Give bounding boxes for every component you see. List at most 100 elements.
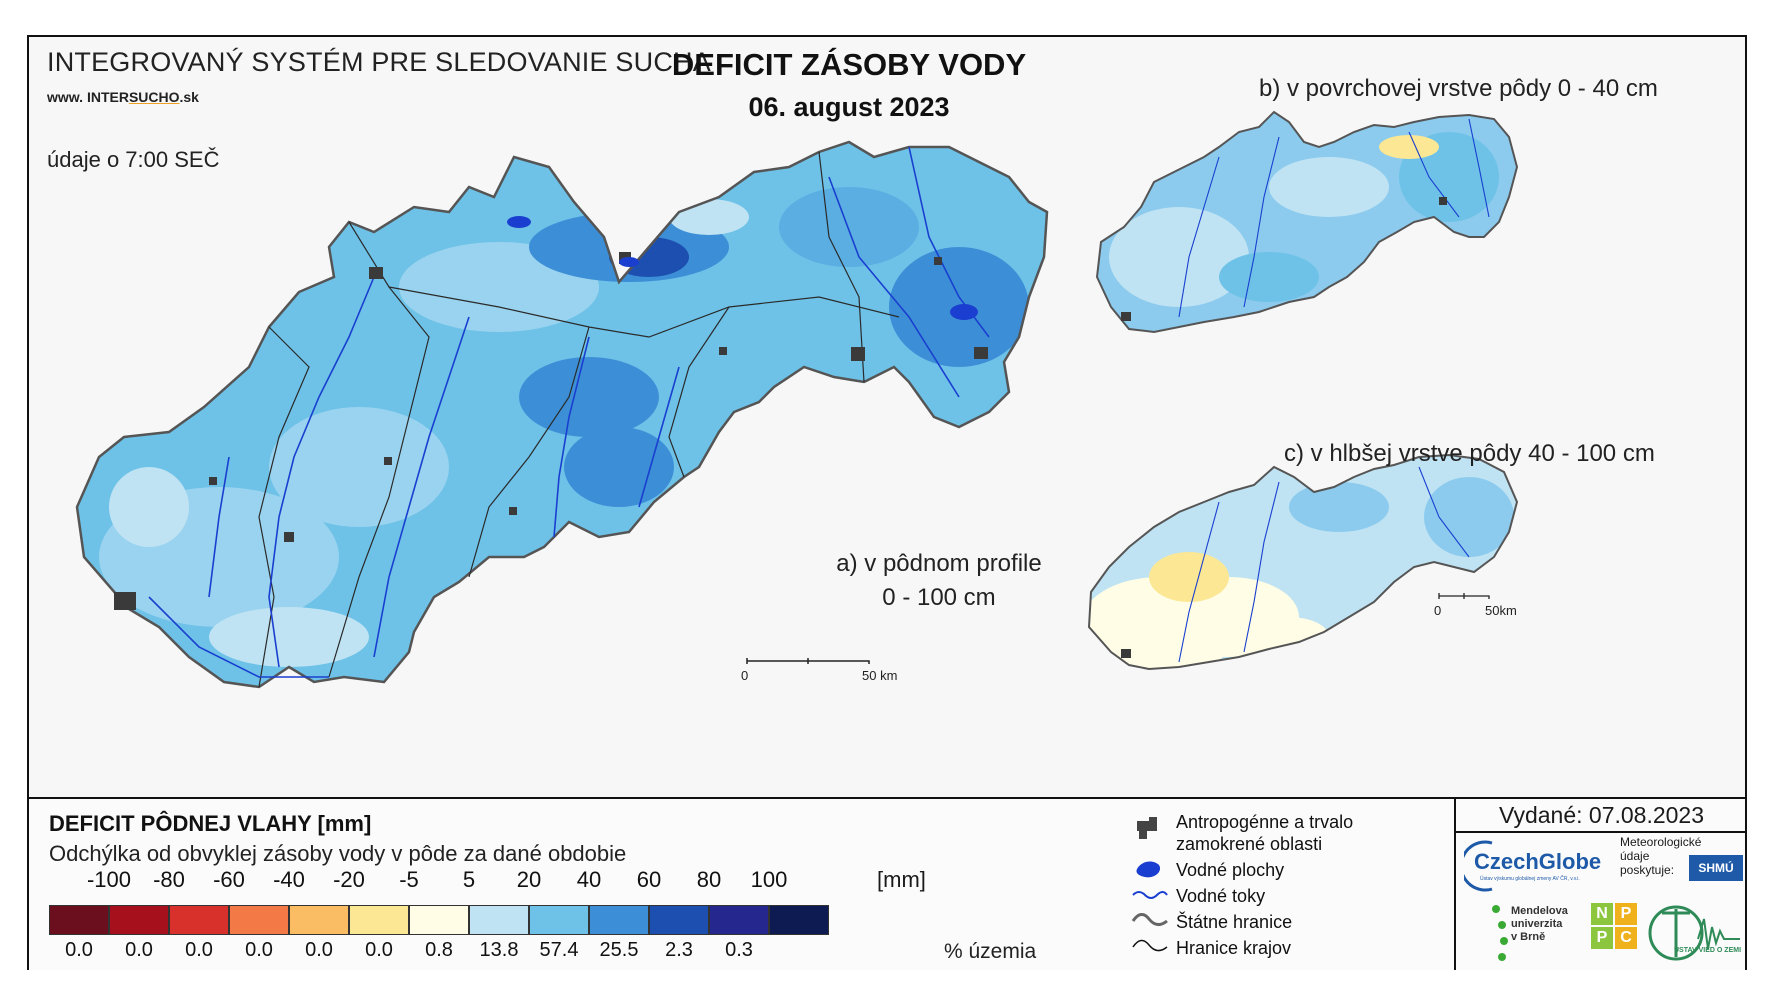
legend-region-border-label: Hranice krajov bbox=[1176, 938, 1292, 958]
czechglobe-name: CzechGlobe bbox=[1474, 849, 1602, 874]
map-a-label: a) v pôdnom profile 0 - 100 cm bbox=[789, 547, 1089, 615]
legend-percent-value: 0.0 bbox=[305, 939, 333, 961]
legend-swatch bbox=[109, 905, 169, 935]
legend-swatch bbox=[709, 905, 769, 935]
legend-subtitle: Odchýlka od obvyklej zásoby vody v pôde … bbox=[49, 841, 627, 866]
state-border-icon bbox=[1131, 913, 1168, 926]
mendel-logo: Mendelova univerzita v Brně bbox=[1511, 905, 1568, 944]
legend-percent-unit: % územia bbox=[944, 940, 1037, 963]
legend-percent-value: 0.0 bbox=[245, 939, 273, 961]
legend-tick: 5 bbox=[462, 867, 476, 892]
legend-tick: -5 bbox=[399, 867, 419, 892]
legend-tick: -100 bbox=[86, 867, 132, 892]
nppc-p1: P bbox=[1615, 903, 1637, 925]
region-borders-a bbox=[258, 151, 900, 688]
legend-tick: 100 bbox=[750, 867, 788, 892]
legend-percent-value: 2.3 bbox=[665, 939, 693, 961]
legend-state-border-label: Štátne hranice bbox=[1176, 912, 1293, 932]
mendel-line2: univerzita bbox=[1511, 918, 1563, 930]
legend-percent-value: 13.8 bbox=[479, 939, 519, 961]
scale-main-end: 50 km bbox=[862, 668, 898, 683]
observation-time: údaje o 7:00 SEČ bbox=[47, 147, 220, 172]
website-brand: SUCHO bbox=[128, 89, 180, 105]
legend-water-label: Vodné plochy bbox=[1176, 860, 1285, 880]
scale-small-zero: 0 bbox=[1434, 603, 1442, 618]
website-mid: INTER bbox=[86, 89, 129, 105]
legend-swatch bbox=[469, 905, 529, 935]
legend-title: DEFICIT PÔDNEJ VLAHY [mm] bbox=[49, 811, 372, 836]
map-date: 06. august 2023 bbox=[748, 92, 950, 122]
legend-tick: -20 bbox=[333, 867, 365, 892]
legend-tick: 40 bbox=[576, 867, 602, 892]
water-body-icon bbox=[1136, 861, 1161, 878]
czechglobe-sub: Ústav výskumu globálnej zmeny AV ČR, v.v… bbox=[1480, 876, 1580, 882]
czechglobe-logo bbox=[1464, 840, 1493, 892]
legend-tick: 60 bbox=[636, 867, 662, 892]
mendel-dots-icon bbox=[1492, 905, 1508, 961]
legend-percent-value: 0.0 bbox=[125, 939, 153, 961]
legend-tick: -40 bbox=[273, 867, 305, 892]
main-map-svg bbox=[75, 110, 1519, 689]
mendel-line3: v Brně bbox=[1511, 931, 1546, 943]
scale-small-end: 50km bbox=[1485, 603, 1517, 618]
map-b-label: b) v povrchovej vrstve pôdy 0 - 40 cm bbox=[1259, 75, 1658, 102]
nppc-p2: P bbox=[1591, 927, 1613, 949]
legend-swatch bbox=[289, 905, 349, 935]
uvz-logo-icon bbox=[1648, 905, 1740, 961]
legend-percent-value: 57.4 bbox=[539, 939, 579, 961]
system-title: INTEGROVANÝ SYSTÉM PRE SLEDOVANIE SUCHA bbox=[47, 47, 711, 77]
urban-areas-c bbox=[1121, 649, 1131, 658]
legend-tick: 20 bbox=[516, 867, 542, 892]
logos-panel: CzechGlobe Ústav výskumu globálnej zmeny… bbox=[1454, 831, 1747, 970]
scale-bar-main bbox=[746, 658, 870, 664]
legend-swatch bbox=[649, 905, 709, 935]
state-border-a bbox=[75, 140, 1049, 689]
state-border-c bbox=[1087, 453, 1519, 671]
legend-percent-value: 0.3 bbox=[725, 939, 753, 961]
legend-unit: [mm] bbox=[877, 867, 926, 892]
legend-percent-value: 0.0 bbox=[185, 939, 213, 961]
legend-panel: DEFICIT PÔDNEJ VLAHY [mm] Odchýlka od ob… bbox=[29, 797, 1747, 970]
shmu-logo: SHMÚ bbox=[1689, 855, 1743, 881]
map-area: INTEGROVANÝ SYSTÉM PRE SLEDOVANIE SUCHA … bbox=[29, 37, 1745, 797]
rivers-b bbox=[1178, 118, 1490, 318]
map-a-label-line1: a) v pôdnom profile bbox=[836, 550, 1042, 577]
map-a bbox=[77, 142, 1047, 687]
legend-swatch bbox=[409, 905, 469, 935]
website-suffix: .sk bbox=[179, 89, 199, 105]
scale-bar-small bbox=[1438, 593, 1490, 599]
nppc-logo: N P P C bbox=[1591, 903, 1637, 949]
rivers-a bbox=[148, 146, 990, 678]
issued-date: Vydané: 07.08.2023 bbox=[1454, 799, 1747, 833]
website-prefix: www. bbox=[47, 89, 84, 105]
legend-swatch bbox=[769, 905, 829, 935]
legend-tick: -80 bbox=[153, 867, 185, 892]
urban-areas-b bbox=[1121, 197, 1447, 321]
legend-swatch bbox=[349, 905, 409, 935]
mendel-line1: Mendelova bbox=[1511, 905, 1568, 917]
scale-main-zero: 0 bbox=[741, 668, 749, 683]
region-border-icon bbox=[1132, 939, 1168, 952]
legend-percent-value: 0.0 bbox=[365, 939, 393, 961]
figure-frame: INTEGROVANÝ SYSTÉM PRE SLEDOVANIE SUCHA … bbox=[27, 35, 1747, 970]
map-a-label-line2: 0 - 100 cm bbox=[882, 584, 996, 611]
legend-swatch bbox=[229, 905, 289, 935]
river-icon bbox=[1132, 891, 1168, 899]
meteo-line1: Meteorologické bbox=[1620, 835, 1702, 849]
nppc-n: N bbox=[1591, 903, 1613, 925]
state-border-b bbox=[1095, 110, 1519, 334]
map-b bbox=[1097, 112, 1517, 332]
map-c bbox=[1089, 455, 1517, 669]
legend-swatch bbox=[529, 905, 589, 935]
legend-swatch bbox=[589, 905, 649, 935]
nppc-c: C bbox=[1615, 927, 1637, 949]
legend-urban-line2: zamokrené oblasti bbox=[1176, 834, 1323, 854]
website-link[interactable]: www. INTERSUCHO.sk bbox=[47, 89, 199, 105]
legend-tick: -60 bbox=[213, 867, 245, 892]
urban-symbol-icon bbox=[1137, 817, 1157, 839]
legend-swatch bbox=[49, 905, 109, 935]
uvz-name: ÚSTAV VIED O ZEMI bbox=[1674, 947, 1742, 954]
legend-percent-value: 25.5 bbox=[599, 939, 639, 961]
water-bodies-a bbox=[507, 216, 978, 320]
meteo-line3: poskytuje: bbox=[1620, 863, 1675, 877]
